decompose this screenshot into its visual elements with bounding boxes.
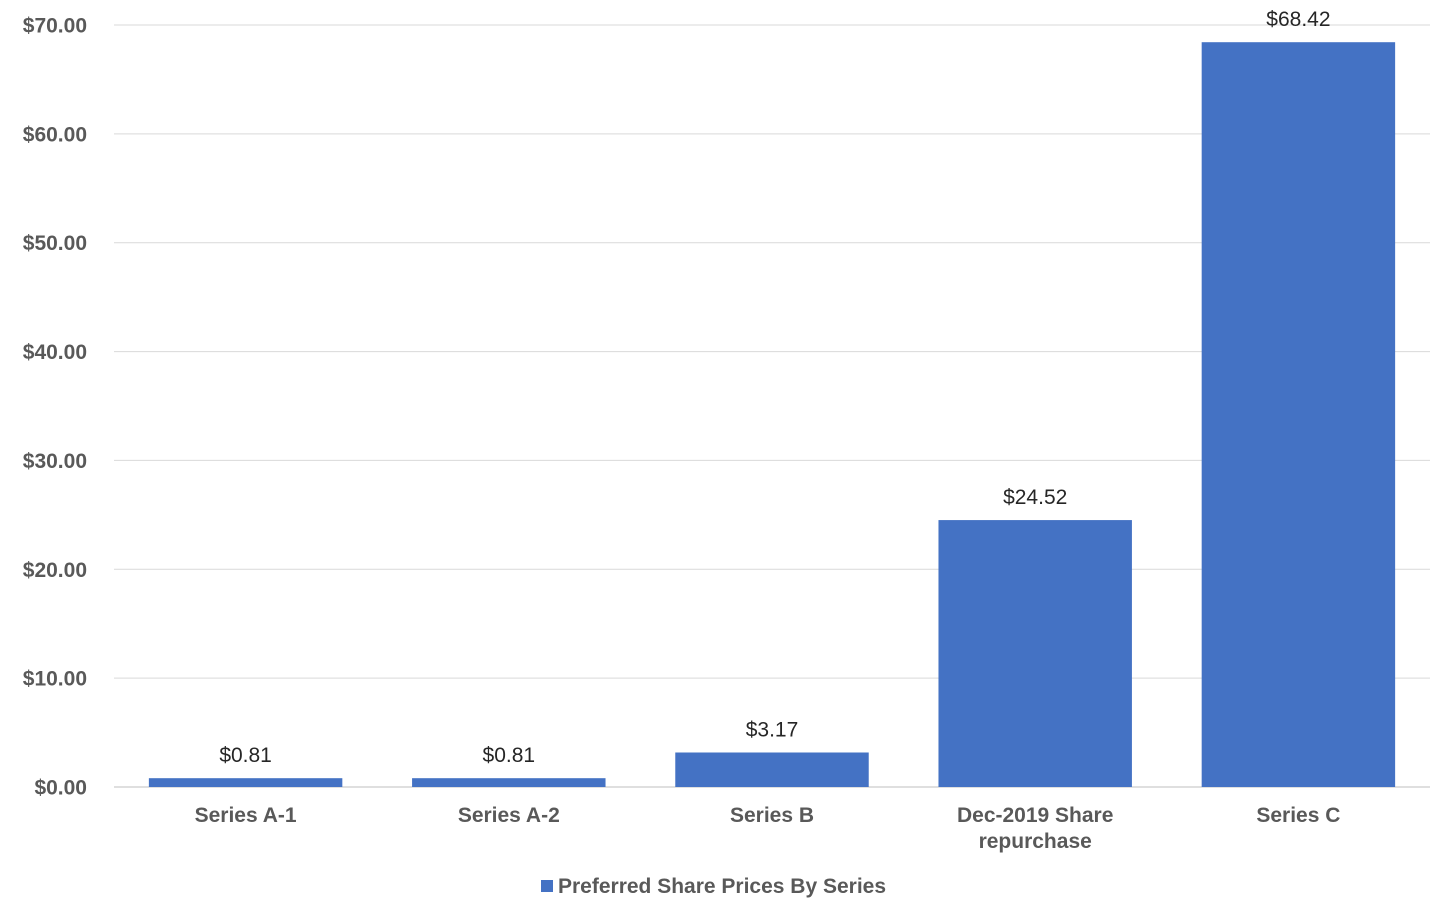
data-label: $68.42: [1266, 8, 1330, 31]
y-tick-label: $20.00: [23, 559, 87, 582]
y-axis: $0.00 $10.00 $20.00 $30.00 $40.00 $50.00 $60.0…: [23, 15, 87, 800]
x-tick-label: Series A-1: [195, 804, 297, 827]
gridlines: [114, 24, 1430, 788]
x-tick-label-line: Series C: [1256, 804, 1340, 827]
y-tick-label: $50.00: [23, 232, 87, 255]
bar: [1201, 42, 1396, 788]
x-axis: Series A-1 Series A-2 Series B Dec-2019 Sha…: [195, 804, 1341, 853]
y-tick-label: $70.00: [23, 15, 87, 38]
bar: [938, 520, 1132, 787]
y-tick-label: $10.00: [23, 668, 87, 691]
legend-swatch: [541, 880, 553, 892]
legend-label: Preferred Share Prices By Series: [558, 875, 886, 898]
bar: [148, 778, 343, 787]
data-label: $0.81: [483, 744, 536, 767]
bars: [148, 42, 1396, 788]
y-tick-label: $0.00: [34, 777, 87, 800]
x-tick-label-line: Series A-1: [195, 804, 297, 827]
x-tick-label: Series B: [730, 804, 814, 827]
x-tick-label-line: Series A-2: [458, 804, 560, 827]
x-tick-label: Dec-2019 Share repurchase: [957, 804, 1113, 853]
data-label: $0.81: [219, 744, 272, 767]
x-tick-label-line: Series B: [730, 804, 814, 827]
y-tick-label: $30.00: [23, 450, 87, 473]
data-label: $24.52: [1003, 486, 1067, 509]
y-tick-label: $40.00: [23, 341, 87, 364]
x-tick-label: Series C: [1256, 804, 1340, 827]
x-tick-label-line: Dec-2019 Share: [957, 804, 1113, 827]
data-label: $3.17: [746, 718, 799, 741]
data-labels: $0.81 $0.81 $3.17 $24.52 $68.42: [219, 8, 1330, 767]
bar: [675, 752, 869, 787]
x-tick-label-line: repurchase: [979, 830, 1092, 853]
legend: Preferred Share Prices By Series: [541, 875, 886, 898]
bar: [412, 778, 606, 787]
x-tick-label: Series A-2: [458, 804, 560, 827]
y-tick-label: $60.00: [23, 123, 87, 146]
